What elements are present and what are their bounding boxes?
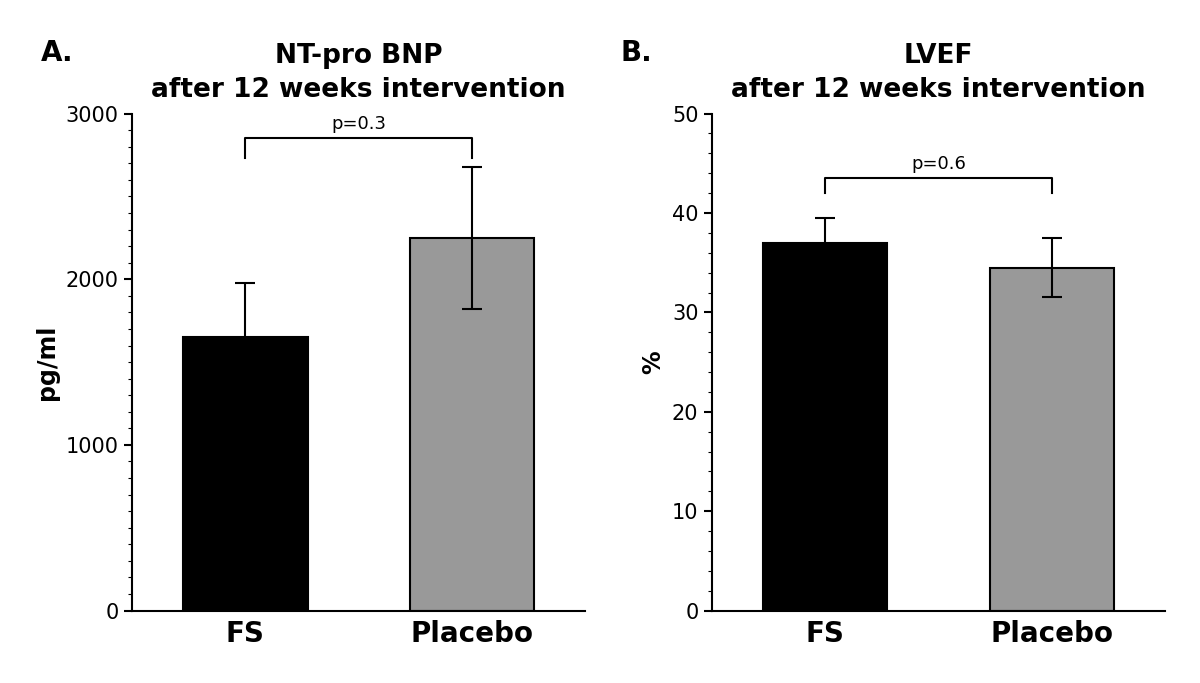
Bar [763,243,888,611]
Text: p=0.3: p=0.3 [331,115,386,133]
Y-axis label: %: % [641,350,665,374]
Title: LVEF
after 12 weeks intervention: LVEF after 12 weeks intervention [731,43,1146,103]
Text: p=0.6: p=0.6 [911,155,966,173]
Bar [990,268,1115,611]
Text: B.: B. [620,39,653,67]
Bar [182,337,307,611]
Y-axis label: pg/ml: pg/ml [35,324,59,400]
Title: NT-pro BNP
after 12 weeks intervention: NT-pro BNP after 12 weeks intervention [151,43,566,103]
Bar [409,238,534,611]
Text: A.: A. [41,39,73,67]
